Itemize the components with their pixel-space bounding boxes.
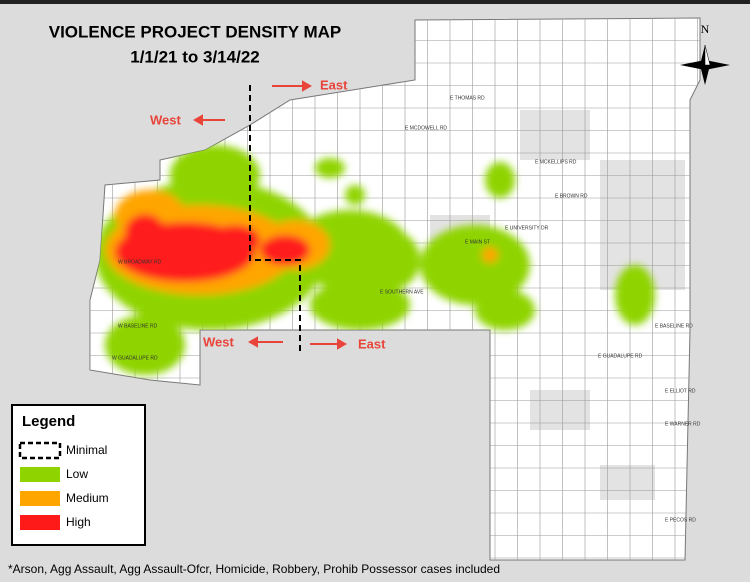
street-label: E GUADALUPE RD — [598, 353, 643, 359]
street-label: E ELLIOT RD — [665, 388, 696, 394]
legend-swatch — [20, 491, 60, 506]
density-heat — [95, 145, 655, 375]
legend-item: High — [66, 515, 91, 529]
legend-swatch — [18, 441, 62, 460]
street-label: W BROADWAY RD — [118, 259, 162, 265]
direction-labels: East West West East — [150, 77, 386, 351]
street-label: E PECOS RD — [665, 517, 696, 523]
street-label: E UNIVERSITY DR — [505, 225, 549, 231]
street-label: E MCKELLIPS RD — [535, 159, 577, 165]
compass-north: N — [701, 22, 710, 36]
subtitle: 1/1/21 to 3/14/22 — [130, 47, 259, 66]
street-label: W BASELINE RD — [118, 323, 158, 329]
direction-arrows — [192, 80, 348, 350]
direction-label: West — [150, 112, 181, 127]
legend-title: Legend — [22, 413, 75, 430]
street-label: W GUADALUPE RD — [112, 355, 158, 361]
street-label: E THOMAS RD — [450, 95, 485, 101]
street-label: E WARNER RD — [665, 421, 701, 427]
legend-item: Medium — [66, 491, 109, 505]
legend-swatch — [20, 467, 60, 482]
direction-label: West — [203, 334, 234, 349]
street-label: E BROWN RD — [555, 193, 588, 199]
minimal-boundary — [249, 85, 301, 355]
legend-item: Low — [66, 467, 88, 481]
legend-item: Minimal — [66, 443, 107, 457]
street-label: E MCDOWELL RD — [405, 125, 447, 131]
direction-label: East — [358, 336, 386, 351]
street-label: E BASELINE RD — [655, 323, 693, 329]
street-label: E MAIN ST — [465, 239, 490, 245]
footnote: *Arson, Agg Assault, Agg Assault-Ofcr, H… — [8, 562, 500, 576]
compass: N — [680, 22, 730, 85]
title: VIOLENCE PROJECT DENSITY MAP — [49, 22, 342, 41]
legend-swatch — [20, 515, 60, 530]
legend: Legend Minimal Low Medium High — [11, 404, 146, 546]
direction-label: East — [320, 77, 348, 92]
top-border — [0, 0, 750, 4]
street-label: E SOUTHERN AVE — [380, 289, 424, 295]
street-labels: E THOMAS RD E MCDOWELL RD E MCKELLIPS RD E … — [112, 95, 701, 523]
high-density — [115, 214, 310, 282]
